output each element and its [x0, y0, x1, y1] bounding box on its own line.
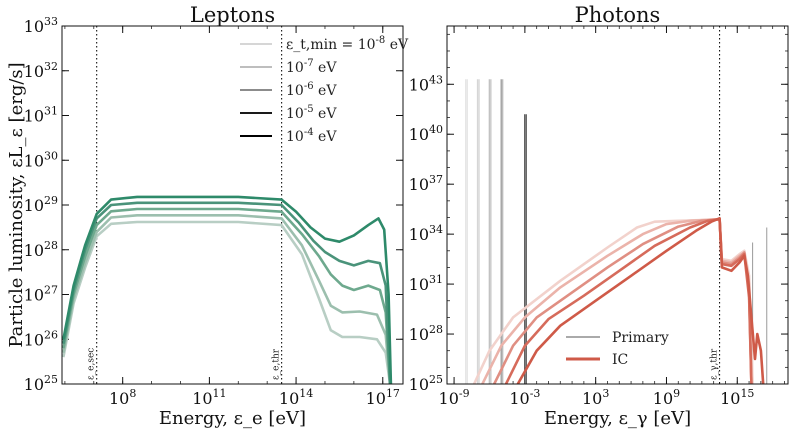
- y-tick-label: 1031: [24, 105, 58, 126]
- x-tick-label: 109: [653, 387, 680, 408]
- panel-title: Leptons: [190, 3, 275, 27]
- panel-title: Photons: [575, 3, 661, 27]
- legend-label: IC: [612, 352, 628, 368]
- plot-area: [465, 26, 768, 384]
- y-tick-label: 1026: [24, 328, 58, 349]
- threshold-label: ε_e,sec: [87, 348, 97, 380]
- y-tick-label: 1030: [24, 149, 58, 170]
- y-tick-label: 1025: [409, 373, 443, 394]
- x-tick-label: 108: [109, 387, 136, 408]
- x-tick-label: 1015: [720, 387, 754, 408]
- x-tick-label: 10-9: [439, 387, 470, 408]
- y-tick-label: 1037: [409, 173, 443, 194]
- y-tick-label: 1031: [409, 273, 443, 294]
- x-tick-label: 1017: [366, 387, 400, 408]
- threshold-label: ε_e,thr: [272, 348, 282, 380]
- axes-frame: [446, 25, 789, 385]
- series-line: [516, 217, 765, 384]
- series-line: [62, 201, 392, 384]
- y-tick-label: 1034: [409, 223, 443, 244]
- series-line: [62, 214, 392, 384]
- legend-label: 10-7 eV: [286, 58, 337, 76]
- legend-label: 10-4 eV: [286, 127, 337, 145]
- y-tick-label: 1029: [24, 194, 58, 215]
- y-tick-label: 1032: [24, 60, 58, 81]
- x-tick-label: 1011: [192, 387, 226, 408]
- x-axis-label: Energy, ε_γ [eV]: [544, 408, 691, 429]
- legend-label: 10-6 eV: [286, 81, 337, 99]
- y-tick-label: 1040: [409, 123, 443, 144]
- threshold-label: ε_γ,thr: [710, 348, 720, 380]
- x-tick-label: 1014: [279, 387, 313, 408]
- y-tick-label: 1028: [24, 239, 58, 260]
- series-line: [62, 220, 392, 384]
- plot-area: [62, 26, 393, 384]
- y-tick-label: 1025: [24, 373, 58, 394]
- series-line: [62, 195, 393, 384]
- y-tick-label: 1028: [409, 323, 443, 344]
- x-tick-label: 10-3: [509, 387, 540, 408]
- x-axis-label: Energy, ε_e [eV]: [159, 408, 306, 429]
- legend-label: ε_t,min = 10-8 eV: [286, 35, 409, 53]
- axes-frame: [61, 25, 404, 385]
- y-tick-label: 1027: [24, 284, 58, 305]
- x-tick-label: 103: [582, 387, 609, 408]
- y-tick-label: 1033: [24, 15, 58, 36]
- series-line: [62, 207, 392, 384]
- y-tick-label: 1043: [409, 73, 443, 94]
- y-axis-label: Particle luminosity, εL_ε [erg/s]: [6, 62, 27, 347]
- legend-label: Primary: [612, 330, 669, 346]
- legend-label: 10-5 eV: [286, 104, 337, 122]
